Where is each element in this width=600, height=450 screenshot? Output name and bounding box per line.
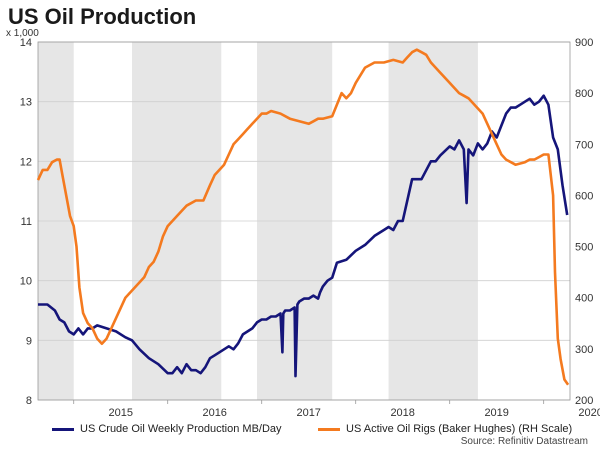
x-tick-2017: 2017: [296, 407, 320, 419]
y-right-tick-200: 200: [575, 395, 593, 407]
y-right-tick-900: 900: [575, 37, 593, 49]
legend-swatch-active-rigs: [318, 427, 340, 431]
y-left-tick-8: 8: [26, 395, 32, 407]
y-right-tick-500: 500: [575, 242, 593, 254]
y-left-tick-9: 9: [26, 335, 32, 347]
y-left-tick-14: 14: [20, 37, 32, 49]
y-right-tick-400: 400: [575, 293, 593, 305]
x-tick-2016: 2016: [202, 407, 226, 419]
legend-item-crude-production: US Crude Oil Weekly Production MB/Day: [52, 423, 282, 435]
x-tick-2018: 2018: [390, 407, 414, 419]
left-axis-unit: x 1,000: [6, 28, 39, 39]
y-right-tick-700: 700: [575, 139, 593, 151]
legend-label-crude-production: US Crude Oil Weekly Production MB/Day: [80, 423, 282, 435]
legend-swatch-crude-production: [52, 427, 74, 431]
chart-title: US Oil Production: [8, 4, 197, 29]
y-right-tick-600: 600: [575, 190, 593, 202]
legend-item-active-rigs: US Active Oil Rigs (Baker Hughes) (RH Sc…: [318, 423, 572, 435]
y-right-tick-800: 800: [575, 88, 593, 100]
y-right-tick-300: 300: [575, 344, 593, 356]
series-line-active-rigs: [36, 48, 570, 386]
x-tick-2020: 2020: [578, 407, 600, 419]
x-tick-2015: 2015: [108, 407, 132, 419]
series-line-crude-production: [38, 94, 569, 378]
plot-area-border: [37, 41, 571, 401]
y-left-tick-10: 10: [20, 276, 32, 288]
y-left-tick-12: 12: [20, 156, 32, 168]
source-note: Source: Refinitiv Datastream: [460, 436, 588, 447]
legend-label-active-rigs: US Active Oil Rigs (Baker Hughes) (RH Sc…: [346, 423, 573, 435]
y-left-tick-13: 13: [20, 97, 32, 109]
y-left-tick-11: 11: [21, 216, 32, 228]
x-tick-2019: 2019: [484, 407, 508, 419]
